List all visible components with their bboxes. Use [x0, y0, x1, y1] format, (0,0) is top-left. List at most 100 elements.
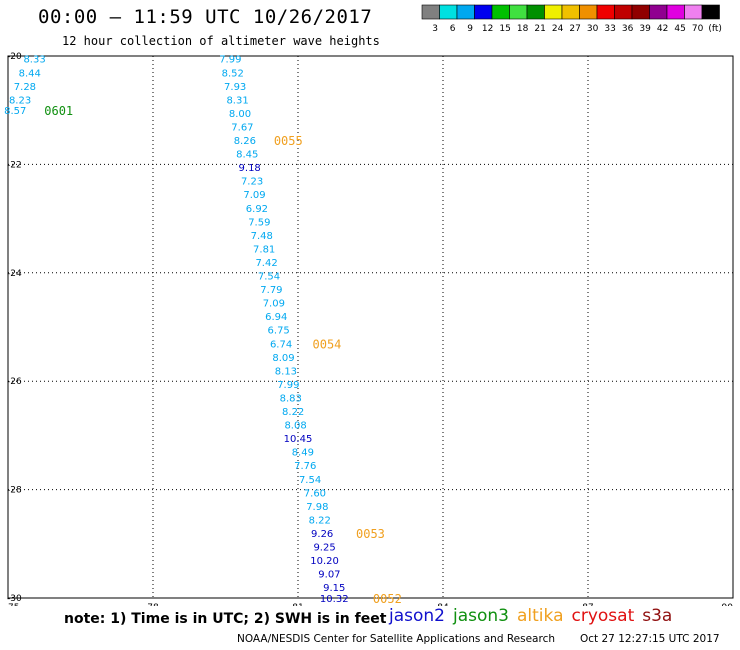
pass-time-label: 0053 [356, 527, 385, 541]
colorbar-label: 6 [450, 24, 456, 34]
colorbar-swatch [474, 4, 493, 20]
data-point-label: 10.20 [310, 556, 339, 567]
colorbar-label: 36 [622, 24, 634, 34]
data-point-label: 8.09 [272, 353, 294, 364]
data-point-label: 8.83 [280, 393, 302, 404]
colorbar-label: 33 [604, 24, 615, 34]
data-point-label: 8.22 [282, 407, 304, 418]
colorbar-label: 30 [587, 24, 599, 34]
data-point-label: 8.57 [4, 106, 26, 117]
colorbar-swatch [684, 4, 703, 20]
colorbar-label: 45 [674, 24, 685, 34]
page-title: 00:00 – 11:59 UTC 10/26/2017 [38, 6, 373, 28]
colorbar-label: 3 [432, 24, 438, 34]
data-point-label: 7.28 [14, 82, 36, 93]
data-point-label: 8.45 [236, 150, 258, 161]
colorbar-swatch [561, 4, 580, 20]
x-tick-label: 90 [722, 603, 734, 606]
colorbar-swatch [544, 4, 563, 20]
data-point-label: 6.94 [265, 312, 287, 323]
x-tick-label: 81 [292, 603, 303, 606]
data-point-label: 8.49 [292, 448, 314, 459]
data-point-label: 8.44 [19, 68, 41, 79]
satellite-jason2: jason2 [389, 606, 445, 626]
colorbar-swatch [579, 4, 598, 20]
data-point-label: 8.13 [275, 366, 297, 377]
altimeter-chart: 75 78 81 84 87 90 -20 -22 -24 -26 -28 -30 8.33 8.44 7.… [4, 4, 734, 606]
data-point-label: 7.09 [263, 299, 285, 310]
colorbar-label: 39 [639, 24, 651, 34]
satellite-s3a: s3a [642, 606, 673, 626]
data-point-label: 8.23 [9, 95, 31, 106]
satellite-legend: jason2 jason3 altika cryosat s3a [389, 606, 680, 626]
colorbar-label: 42 [657, 24, 668, 34]
colorbar-label: 18 [517, 24, 529, 34]
colorbar-swatch [596, 4, 615, 20]
plot-frame [7, 55, 734, 599]
y-tick-label: -20 [7, 52, 22, 62]
data-point-label: 6.75 [268, 326, 290, 337]
data-point-label: 7.54 [258, 272, 280, 283]
colorbar-label: 15 [499, 24, 510, 34]
data-point-label: 7.93 [224, 82, 246, 93]
footer-credit: NOAA/NESDIS Center for Satellite Applica… [237, 633, 555, 645]
colorbar-label: 21 [534, 24, 545, 34]
data-point-label: 7.09 [243, 190, 265, 201]
colorbar-swatch [649, 4, 668, 20]
data-point-label: 8.31 [226, 95, 248, 106]
data-point-label: 7.79 [260, 285, 282, 296]
data-point-label: 9.26 [311, 529, 333, 540]
data-point-label: 9.07 [318, 570, 340, 581]
colorbar-label: (ft) [708, 24, 722, 34]
data-point-label: 8.52 [222, 68, 244, 79]
data-point-label: 7.76 [294, 461, 316, 472]
colorbar-swatch [491, 4, 510, 20]
data-point-label: 7.23 [241, 177, 263, 188]
colorbar-swatch [666, 4, 685, 20]
colorbar-label: 27 [569, 24, 580, 34]
colorbar-swatch [701, 4, 720, 20]
data-point-label: 7.60 [304, 488, 326, 499]
data-point-label: 10.32 [320, 594, 349, 605]
data-point-label: 10.45 [284, 434, 313, 445]
colorbar-label: 9 [467, 24, 473, 34]
x-tick-label: 84 [437, 603, 449, 606]
data-point-label: 8.22 [309, 515, 331, 526]
pass-time-label: 0052 [373, 592, 402, 606]
data-point-label: 8.08 [284, 421, 306, 432]
colorbar-label: 12 [482, 24, 493, 34]
colorbar-label: 24 [552, 24, 564, 34]
data-point-label: 6.74 [270, 339, 292, 350]
data-point-label: 7.59 [248, 217, 270, 228]
satellite-jason3: jason3 [453, 606, 509, 626]
pass-time-label: 0055 [274, 134, 303, 148]
x-tick-label: 78 [147, 603, 159, 606]
colorbar-swatch [526, 4, 545, 20]
data-point-label: 9.25 [313, 543, 335, 554]
data-point-label: 7.54 [299, 475, 321, 486]
colorbar-swatch [439, 4, 458, 20]
data-point-label: 8.33 [23, 55, 45, 66]
data-point-label: 7.67 [231, 122, 253, 133]
y-tick-label: -28 [7, 486, 22, 496]
colorbar-swatch [456, 4, 475, 20]
y-tick-label: -26 [7, 377, 22, 387]
data-point-label: 9.18 [239, 163, 261, 174]
footer-note: note: 1) Time is in UTC; 2) SWH is in fe… [64, 611, 387, 627]
data-point-label: 9.15 [323, 583, 345, 594]
footer-timestamp: Oct 27 12:27:15 UTC 2017 [580, 633, 720, 645]
satellite-altika: altika [517, 606, 564, 626]
data-point-label: 7.99 [277, 380, 299, 391]
colorbar-label: 70 [692, 24, 704, 34]
data-point-label: 7.99 [219, 55, 241, 66]
data-point-label: 8.00 [229, 109, 251, 120]
x-tick-label: 87 [582, 603, 593, 606]
data-point-label: 7.42 [255, 258, 277, 269]
colorbar-swatch [614, 4, 633, 20]
colorbar-swatch [509, 4, 528, 20]
data-point-label: 7.98 [306, 502, 328, 513]
pass-time-label: 0601 [44, 104, 73, 118]
data-point-label: 7.48 [251, 231, 273, 242]
data-point-label: 7.81 [253, 244, 275, 255]
colorbar-swatch [421, 4, 440, 20]
